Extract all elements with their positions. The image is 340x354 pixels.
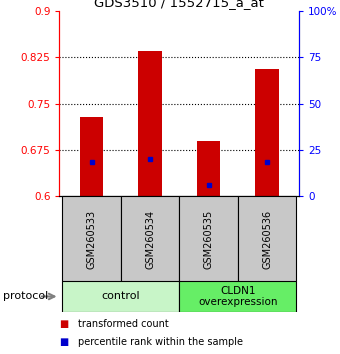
Text: ■: ■	[59, 337, 69, 347]
Bar	[121, 196, 180, 281]
Text: ■: ■	[59, 319, 69, 329]
Bar	[138, 51, 162, 196]
Text: GSM260535: GSM260535	[204, 209, 214, 269]
Bar	[80, 117, 103, 196]
Bar	[255, 69, 279, 196]
Title: GDS3510 / 1552715_a_at: GDS3510 / 1552715_a_at	[95, 0, 264, 10]
Bar	[63, 196, 121, 281]
Bar	[197, 141, 220, 196]
Text: protocol: protocol	[3, 291, 49, 302]
Bar	[180, 281, 296, 312]
Text: transformed count: transformed count	[78, 319, 169, 329]
Bar	[63, 281, 180, 312]
Text: GSM260534: GSM260534	[145, 209, 155, 269]
Text: GSM260536: GSM260536	[262, 209, 272, 269]
Bar	[238, 196, 296, 281]
Text: CLDN1
overexpression: CLDN1 overexpression	[198, 286, 277, 307]
Text: GSM260533: GSM260533	[87, 209, 97, 269]
Bar	[180, 196, 238, 281]
Text: percentile rank within the sample: percentile rank within the sample	[78, 337, 243, 347]
Text: control: control	[102, 291, 140, 302]
